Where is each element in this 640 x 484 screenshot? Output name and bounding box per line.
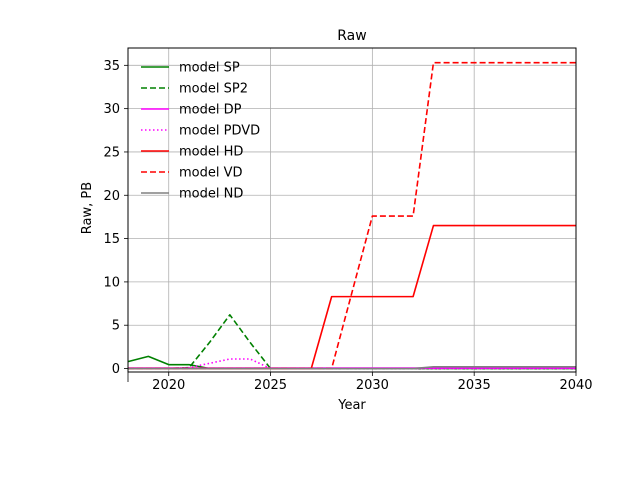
legend: model SP model SP2 model DP model PDVD model… bbox=[141, 61, 260, 202]
y-tick-label: 35 bbox=[103, 59, 120, 74]
y-tick-label: 30 bbox=[103, 102, 120, 117]
x-axis-label: Year bbox=[337, 398, 366, 413]
legend-label: model PDVD bbox=[179, 124, 260, 139]
legend-label: model HD bbox=[179, 145, 243, 160]
x-tick-label: 2030 bbox=[356, 378, 389, 393]
series-line-model-nd bbox=[128, 365, 576, 370]
y-tick-label: 10 bbox=[103, 275, 120, 290]
series-line-model-pdvd bbox=[128, 358, 576, 370]
x-tick-label: 2025 bbox=[254, 378, 287, 393]
y-tick-label: 25 bbox=[103, 145, 120, 160]
y-tick-label: 15 bbox=[103, 232, 120, 247]
x-tick-label: 2040 bbox=[559, 378, 592, 393]
x-tick-label: 2035 bbox=[458, 378, 491, 393]
chart-title: Raw bbox=[337, 28, 366, 44]
legend-label: model VD bbox=[179, 166, 243, 181]
grid-lines bbox=[128, 48, 577, 372]
legend-label: model SP2 bbox=[179, 82, 248, 97]
series-layer bbox=[127, 61, 576, 370]
x-axis: 2020 2025 2030 2035 2040 bbox=[127, 372, 593, 393]
y-axis-label: Raw, PB bbox=[80, 182, 95, 234]
y-tick-label: 0 bbox=[112, 362, 120, 377]
legend-label: model SP bbox=[179, 61, 240, 76]
legend-label: model DP bbox=[179, 103, 242, 118]
legend-label: model ND bbox=[179, 187, 243, 202]
series-line-model-sp2 bbox=[128, 314, 576, 370]
y-tick-label: 5 bbox=[112, 319, 120, 334]
y-axis: 0 5 10 15 20 25 30 35 bbox=[103, 59, 128, 377]
y-tick-label: 20 bbox=[103, 189, 120, 204]
plot-frame bbox=[127, 47, 577, 373]
x-tick-label: 2020 bbox=[152, 378, 185, 393]
series-line-model-hd bbox=[128, 224, 576, 370]
